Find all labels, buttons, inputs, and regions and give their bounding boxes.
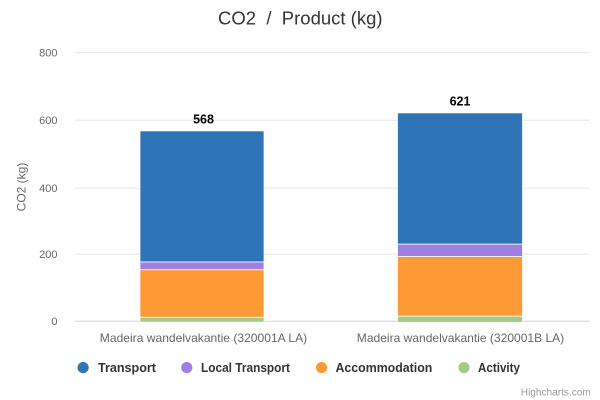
svg-text:Highcharts.com: Highcharts.com <box>521 387 591 398</box>
svg-text:800: 800 <box>39 47 57 59</box>
svg-text:200: 200 <box>39 249 57 261</box>
svg-text:Local Transport: Local Transport <box>201 361 291 375</box>
svg-text:Activity: Activity <box>478 361 520 375</box>
svg-text:Accommodation: Accommodation <box>336 361 433 375</box>
svg-text:400: 400 <box>39 183 57 195</box>
svg-text:CO2 (kg): CO2 (kg) <box>15 163 29 212</box>
svg-text:CO2 / Product (kg): CO2 / Product (kg) <box>218 9 383 29</box>
svg-text:Madeira wandelvakantie (320001: Madeira wandelvakantie (320001B LA) <box>357 331 564 345</box>
svg-text:0: 0 <box>51 316 57 328</box>
svg-text:Madeira wandelvakantie (320001: Madeira wandelvakantie (320001A LA) <box>100 331 307 345</box>
svg-text:621: 621 <box>450 95 471 109</box>
svg-text:600: 600 <box>39 115 57 127</box>
svg-text:568: 568 <box>193 112 214 126</box>
svg-text:Transport: Transport <box>98 361 157 375</box>
